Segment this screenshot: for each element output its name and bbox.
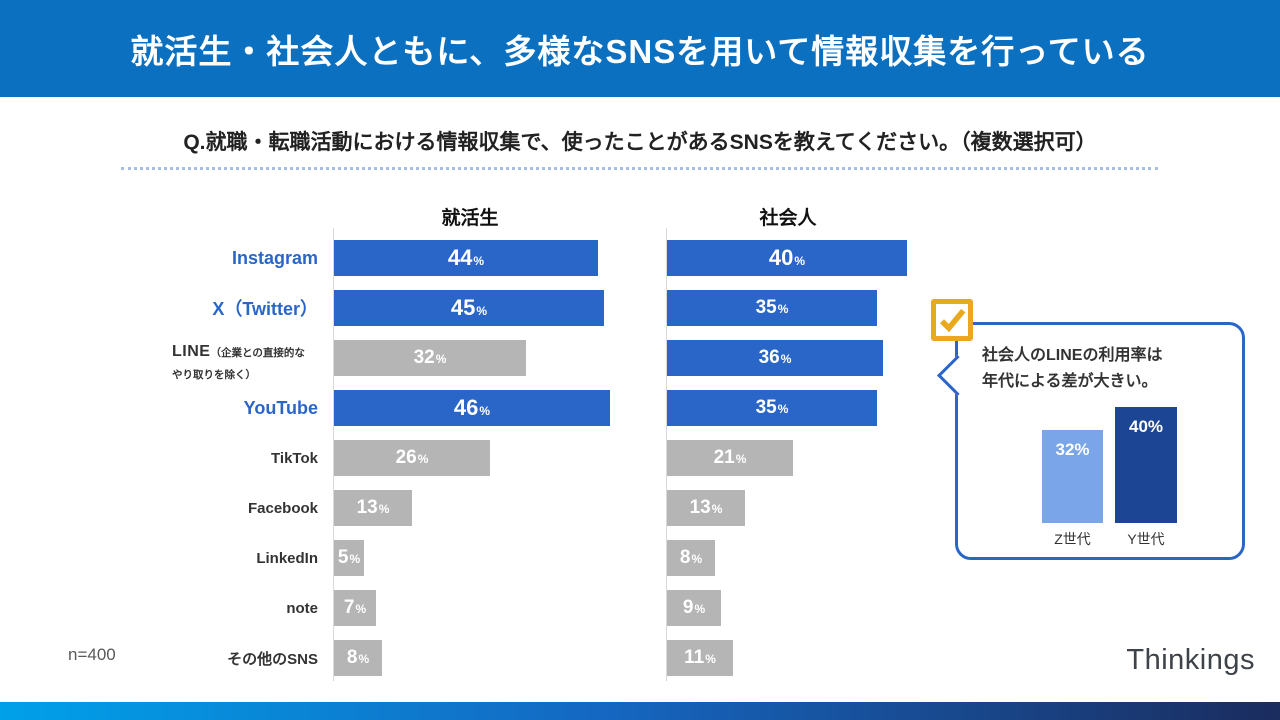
bar-value: 8% (346, 647, 370, 668)
bar-value: 46% (453, 395, 491, 420)
bar-value: 40% (768, 245, 806, 270)
axis-line-right (666, 228, 667, 681)
category-label-facebook: Facebook (247, 499, 318, 517)
mini-bar-0: 32% (1042, 430, 1103, 523)
bar-workers-other-sns: 11% (667, 640, 733, 676)
bar-value: 8% (679, 547, 703, 568)
bar-students-facebook: 13% (334, 490, 412, 526)
bar-workers-x-twitter: 35% (667, 290, 877, 326)
bar-value: 7% (343, 597, 367, 618)
bar-value: 5% (337, 547, 361, 568)
bar-students-linkedin: 5% (334, 540, 364, 576)
bar-workers-line: 36% (667, 340, 883, 376)
bar-value: 36% (758, 347, 792, 368)
bar-value: 21% (713, 447, 747, 468)
bar-workers-facebook: 13% (667, 490, 745, 526)
bar-value: 35% (755, 297, 789, 318)
axis-line-left (333, 228, 334, 681)
bar-students-x-twitter: 45% (334, 290, 604, 326)
bar-workers-tiktok: 21% (667, 440, 793, 476)
column-title-students: 就活生 (441, 208, 499, 229)
mini-bar-label: Z世代 (1054, 531, 1091, 547)
sample-size: n=400 (68, 645, 116, 664)
category-label-tiktok: TikTok (271, 449, 318, 467)
column-title-workers: 社会人 (759, 208, 817, 229)
bar-value: 13% (356, 497, 390, 518)
category-label-note: note (286, 599, 318, 617)
thinkings-logo: Thinkings (1126, 644, 1255, 676)
callout-pointer (936, 354, 979, 397)
header-banner: 就活生・社会人ともに、多様なSNSを用いて情報収集を行っている (0, 0, 1280, 97)
bar-value: 26% (395, 447, 429, 468)
slide-title: 就活生・社会人ともに、多様なSNSを用いて情報収集を行っている (130, 32, 1150, 70)
bar-value: 9% (682, 597, 706, 618)
callout-box: 社会人のLINEの利用率は 年代による差が大きい。 32% Z世代 40% Y世代 (931, 299, 1245, 560)
category-label-linkedin: LinkedIn (256, 549, 318, 567)
bar-value: 45% (450, 295, 488, 320)
bar-students-instagram: 44% (334, 240, 598, 276)
bar-students-tiktok: 26% (334, 440, 490, 476)
bar-value: 13% (689, 497, 723, 518)
bar-workers-linkedin: 8% (667, 540, 715, 576)
category-label-x-twitter: X（Twitter） (212, 299, 318, 319)
bar-value: 32% (413, 347, 447, 368)
bar-value: 44% (447, 245, 485, 270)
mini-bar-value: 32% (1055, 440, 1090, 459)
category-label-other-sns: その他のSNS (227, 650, 318, 668)
callout-text: 社会人のLINEの利用率は 年代による差が大きい。 (982, 347, 1163, 390)
bar-students-note: 7% (334, 590, 376, 626)
question-text: Q.就職・転職活動における情報収集で、使ったことがあるSNSを教えてください。（… (183, 131, 1097, 154)
mini-bar-value: 40% (1128, 417, 1164, 436)
bar-students-youtube: 46% (334, 390, 610, 426)
bar-value: 35% (755, 397, 789, 418)
footer-bar (0, 702, 1280, 720)
bar-workers-note: 9% (667, 590, 721, 626)
check-icon (931, 299, 973, 341)
bar-students-line: 32% (334, 340, 526, 376)
category-label-line: LINE（企業との直接的な やり取りを除く） (172, 343, 305, 382)
category-label-instagram: Instagram (231, 247, 318, 268)
bar-workers-instagram: 40% (667, 240, 907, 276)
dotted-divider (121, 167, 1158, 170)
bar-workers-youtube: 35% (667, 390, 877, 426)
category-label-youtube: YouTube (243, 397, 318, 418)
bar-value: 11% (684, 647, 716, 668)
mini-bar-label: Y世代 (1127, 531, 1165, 547)
mini-bar-1: 40% (1115, 407, 1177, 523)
bar-students-other-sns: 8% (334, 640, 382, 676)
